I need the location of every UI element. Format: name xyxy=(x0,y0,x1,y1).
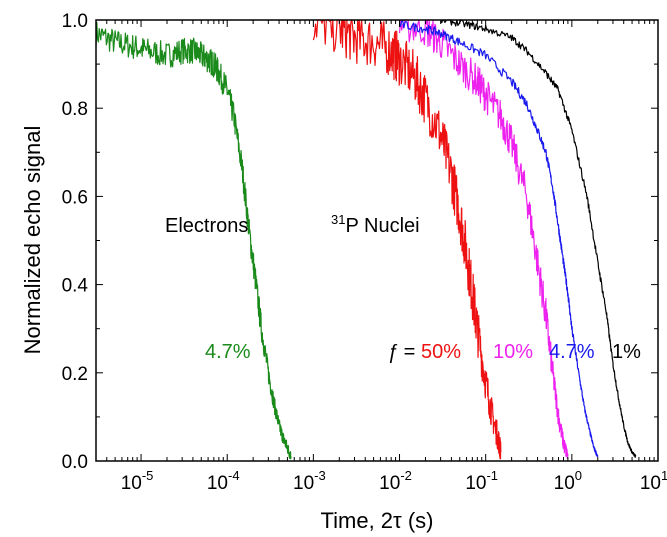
series-line-4 xyxy=(440,19,637,458)
annotation-nuclei: 31P Nuclei xyxy=(331,212,420,237)
f-equals: = xyxy=(398,341,421,363)
series-layer xyxy=(95,19,637,460)
axis-layer: 10-5 10-4 10-3 10-2 10-1 100 1010.00.20.40.60.… xyxy=(62,11,667,494)
annotation-nuclei-sup: 31 xyxy=(331,212,345,227)
x-tick-exponent: -3 xyxy=(314,468,326,483)
series-line-2 xyxy=(398,19,569,459)
x-tick-base: 10 xyxy=(465,473,486,494)
x-tick-base: 10 xyxy=(640,473,661,494)
f-symbol: ƒ xyxy=(387,341,398,363)
y-tick-label: 0.4 xyxy=(62,276,89,297)
y-tick-label: 0.2 xyxy=(62,364,88,385)
x-tick-base: 10 xyxy=(207,473,228,494)
plot-frame xyxy=(95,19,659,462)
x-tick-exponent: -1 xyxy=(486,468,498,483)
x-tick-exponent: 1 xyxy=(661,468,667,483)
y-tick-label: 0.0 xyxy=(62,452,88,473)
x-tick-label: 100 xyxy=(554,468,582,494)
x-tick-label: 10-5 xyxy=(121,468,154,494)
series-line-3 xyxy=(398,20,599,458)
y-tick-label: 0.8 xyxy=(62,99,88,120)
x-tick-label: 10-2 xyxy=(379,468,412,494)
x-tick-exponent: -5 xyxy=(142,468,154,483)
annotation-electrons: Electrons xyxy=(165,215,248,237)
annotation-nuclei-text: P Nuclei xyxy=(345,215,419,237)
x-tick-label: 10-4 xyxy=(207,468,240,494)
x-tick-exponent: 0 xyxy=(575,468,582,483)
x-tick-label: 10-3 xyxy=(293,468,326,494)
x-tick-base: 10 xyxy=(293,473,314,494)
x-tick-label: 101 xyxy=(640,468,667,494)
series-line-1 xyxy=(312,19,502,460)
label-green-4-7: 4.7% xyxy=(205,341,251,363)
y-tick-label: 0.6 xyxy=(62,187,88,208)
y-tick-label: 1.0 xyxy=(62,11,88,32)
x-tick-label: 10-1 xyxy=(465,468,498,494)
label-red-50: 50% xyxy=(421,341,461,363)
x-tick-base: 10 xyxy=(121,473,142,494)
x-tick-exponent: -2 xyxy=(400,468,412,483)
label-f-equals: ƒ = xyxy=(387,341,421,363)
x-tick-exponent: -4 xyxy=(228,468,240,483)
x-axis-title: Time, 2τ (s) xyxy=(321,508,434,533)
label-black-1: 1% xyxy=(612,341,641,363)
y-axis-title: Normalized echo signal xyxy=(20,126,45,355)
series-line-0 xyxy=(95,21,292,460)
x-tick-base: 10 xyxy=(379,473,400,494)
x-tick-base: 10 xyxy=(554,473,575,494)
label-blue-4-7: 4.7% xyxy=(549,341,595,363)
label-magenta-10: 10% xyxy=(493,341,533,363)
